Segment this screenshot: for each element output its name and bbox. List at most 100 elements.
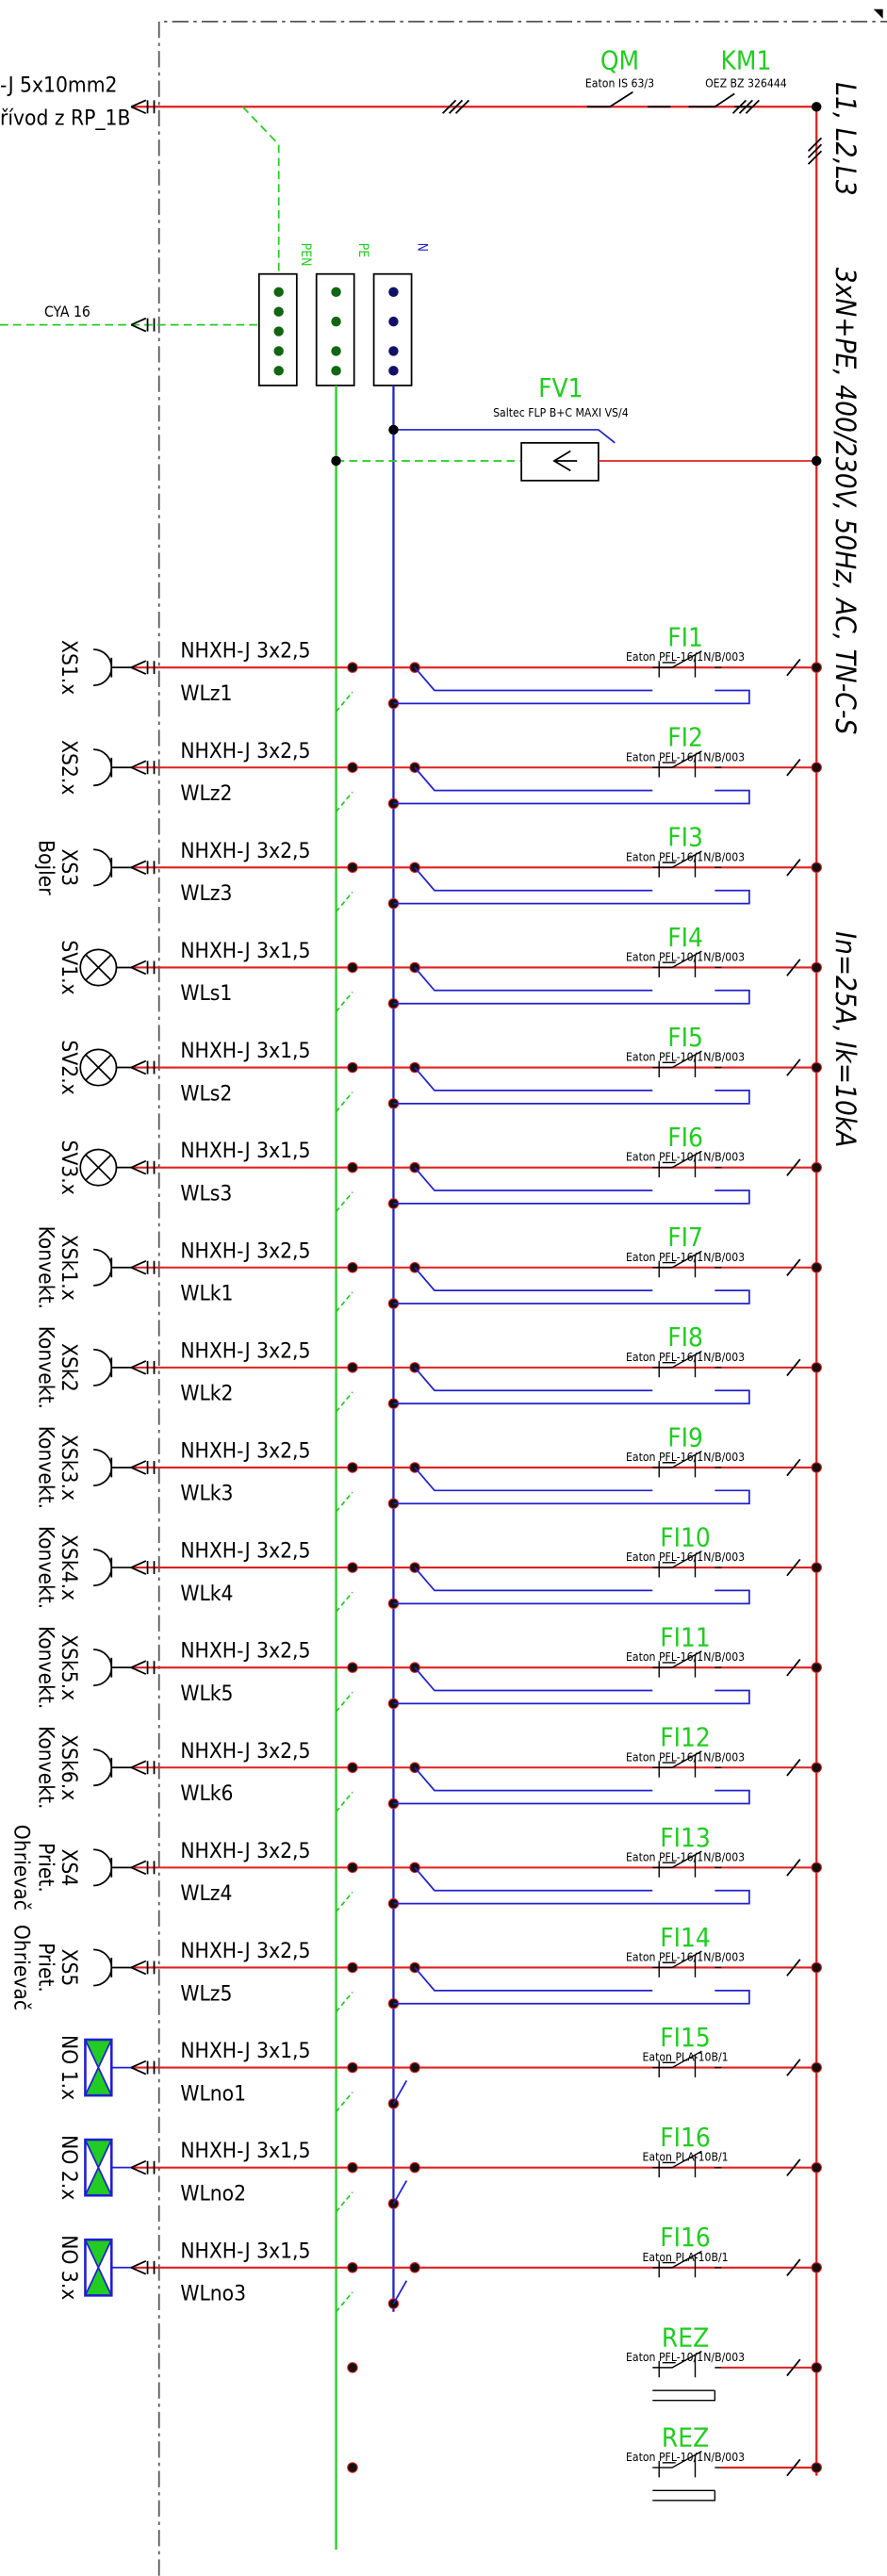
cable-type: NHXH-J 3x1,5 xyxy=(180,1039,310,1063)
pe-tap xyxy=(335,1191,353,1213)
device-type: Eaton PFL-10/1N/B/003 xyxy=(626,1151,745,1164)
cable-id: WLz3 xyxy=(180,881,232,906)
device-label: FI5 xyxy=(667,1022,703,1053)
neutral-loop xyxy=(393,1666,750,1705)
cable-type: NHXH-J 3x2,5 xyxy=(180,1739,310,1764)
three-phase-marks xyxy=(442,99,823,165)
cable-id: WLk6 xyxy=(180,1781,233,1806)
socket-symbol xyxy=(93,1448,132,1486)
device-label: FI16 xyxy=(660,2122,711,2153)
terminal-label: N xyxy=(415,243,430,252)
device-type: Eaton PFL-16/1N/B/003 xyxy=(626,1850,745,1863)
load-label: XS2.x xyxy=(57,740,81,795)
load-arrow xyxy=(130,2260,156,2275)
neutral-loop xyxy=(393,666,750,705)
km1-label: KM1 xyxy=(720,44,771,75)
load-note: Konvekt. xyxy=(34,1326,58,1409)
load-label: XSk2 xyxy=(57,1343,81,1392)
lamp-circle xyxy=(79,948,118,987)
cable-type: NHXH-J 3x2,5 xyxy=(180,639,310,664)
load-arrow xyxy=(130,1960,156,1976)
socket-symbol xyxy=(93,1848,132,1887)
junction-dot xyxy=(347,1262,358,1273)
neutral-loop xyxy=(393,1467,750,1505)
cable-id: WLs3 xyxy=(180,1181,232,1206)
device-type: Eaton PFL-16/1N/B/003 xyxy=(626,1551,745,1564)
device-label: FI3 xyxy=(667,822,703,853)
phase-mark xyxy=(786,1658,801,1677)
emergency-cross xyxy=(84,2139,132,2196)
load-label: XSk3.x xyxy=(57,1435,81,1501)
load-label: SV3.x xyxy=(57,1140,81,1195)
breaker-symbol xyxy=(652,1450,722,1478)
socket-symbol xyxy=(93,648,132,687)
device-type: Eaton PFL-10/1N/B/003 xyxy=(626,2351,745,2364)
pe-tap xyxy=(335,2191,353,2213)
device-type: Eaton PLA-10B/1 xyxy=(642,2151,728,2164)
breaker-symbol xyxy=(652,650,722,678)
load-arrow xyxy=(130,760,156,776)
device-label: FI12 xyxy=(660,1722,711,1753)
cable-type: NHXH-J 3x2,5 xyxy=(180,739,310,763)
pe-tap xyxy=(335,1591,353,1613)
qm-type: Eaton IS 63/3 xyxy=(585,76,654,90)
breaker-symbol xyxy=(652,2150,722,2178)
junction-dot xyxy=(347,961,358,974)
breaker-symbol xyxy=(652,1551,722,1578)
load-label: NO 2.x xyxy=(57,2135,81,2200)
enclosure-border xyxy=(157,20,887,2576)
socket-symbol xyxy=(93,848,132,887)
junction-dot xyxy=(811,961,822,974)
breaker-symbol xyxy=(652,1950,722,1977)
phase-mark xyxy=(786,1959,801,1977)
junction-dot xyxy=(347,1362,358,1373)
junction-dot xyxy=(811,1262,822,1273)
phase-mark xyxy=(786,2059,801,2076)
junction-dot xyxy=(331,455,341,467)
load-note: Priet. xyxy=(34,1843,58,1893)
device-type: Eaton PFL-16/1N/B/003 xyxy=(626,1650,745,1664)
junction-dot xyxy=(811,2061,822,2074)
load-arrow xyxy=(130,1460,156,1475)
breaker-symbol xyxy=(652,2450,722,2478)
phase-mark xyxy=(786,1058,801,1076)
junction-dot xyxy=(388,424,399,435)
device-label: FI16 xyxy=(660,2222,711,2253)
junction-dot xyxy=(811,861,822,874)
fv1-type: Saltec FLP B+C MAXI VS/4 xyxy=(493,406,629,419)
device-type: Eaton PFL-16/1N/B/003 xyxy=(626,1251,745,1264)
load-arrow xyxy=(130,1660,156,1675)
junction-dot xyxy=(409,2161,420,2174)
cable-type: NHXH-J 3x2,5 xyxy=(180,1338,310,1363)
neutral-loop xyxy=(393,1866,750,1905)
phase-mark xyxy=(786,1458,801,1477)
cable-id: WLs2 xyxy=(180,1081,232,1106)
breaker-symbol xyxy=(652,750,722,778)
breaker-symbol xyxy=(652,1250,722,1278)
pe-tap xyxy=(335,691,353,713)
socket-symbol xyxy=(93,1748,132,1787)
device-label: FI15 xyxy=(660,2022,711,2053)
cable-id: WLk3 xyxy=(180,1482,233,1506)
load-note: Konvekt. xyxy=(34,1426,58,1509)
terminal-label: PE xyxy=(355,243,370,258)
junction-dot xyxy=(347,1762,358,1774)
phase-mark xyxy=(786,759,801,777)
cable-id: WLno2 xyxy=(180,2181,246,2206)
device-label: FI2 xyxy=(667,722,703,753)
lamp-circle xyxy=(79,1048,118,1087)
pe-arrow xyxy=(130,317,156,333)
neutral-loop xyxy=(393,866,750,905)
lamp-circle xyxy=(79,1148,118,1187)
junction-dot xyxy=(347,1462,358,1473)
pe-tap xyxy=(335,1691,353,1713)
load-note: Bojler xyxy=(34,840,58,895)
corner-mark xyxy=(873,8,883,19)
neutral-loop xyxy=(393,966,750,1005)
main-switches xyxy=(586,90,751,108)
phase-mark xyxy=(786,2158,801,2176)
junction-dot xyxy=(811,1562,822,1573)
junction-dot xyxy=(347,2161,358,2174)
neutral-tap xyxy=(392,2080,408,2105)
junction-dot xyxy=(811,455,822,467)
